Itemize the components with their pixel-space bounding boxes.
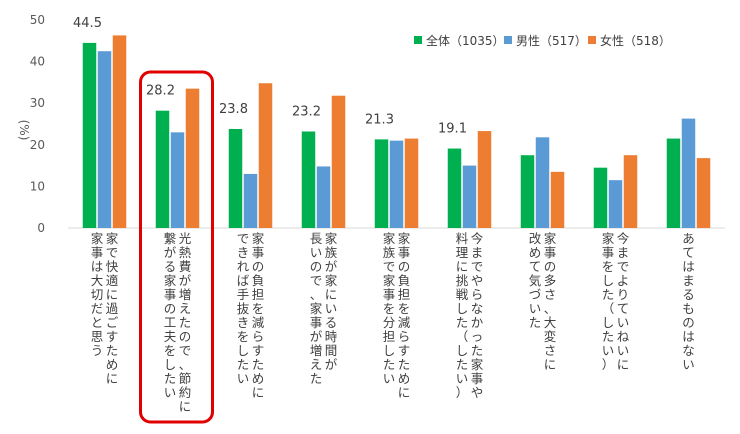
y-tick-label: 40 (30, 55, 45, 69)
y-tick-label: 30 (30, 96, 45, 110)
bar-total (593, 167, 608, 228)
bar-total (301, 131, 316, 228)
category-label: 家事の負担を減らすために (398, 231, 411, 400)
y-tick-label: 20 (30, 138, 45, 152)
plot-area (82, 35, 711, 229)
data-label: 19.1 (438, 122, 467, 137)
category-label: 改めて気づいた (529, 231, 542, 330)
data-label: 23.8 (219, 102, 248, 117)
category-label: 家で快適に過ごすために (106, 231, 119, 386)
category-label: 長いので、家事が増えた (310, 231, 323, 386)
category-label: 家族で家事を分担したい (383, 231, 396, 386)
bar-female (258, 83, 273, 229)
bar-male (316, 166, 331, 228)
y-axis-title: (%) (17, 120, 31, 141)
legend: 全体（1035） 男性（517） 女性（518） (414, 33, 671, 48)
legend-label: 男性（517） (516, 34, 587, 48)
data-label: 23.2 (292, 104, 321, 119)
data-label: 28.2 (146, 84, 175, 99)
bar-male (608, 180, 623, 228)
category-label: 家事は大切だと思う (91, 231, 104, 358)
bar-female (477, 131, 492, 228)
legend-label: 女性（518） (600, 33, 671, 48)
bar-total (447, 148, 462, 228)
highlight-box (139, 70, 214, 424)
bar-male (535, 137, 550, 228)
bar-male (389, 140, 404, 228)
y-tick-label: 10 (30, 179, 45, 193)
y-axis: 0 10 20 30 40 50 (30, 13, 45, 235)
bar-male (170, 132, 185, 228)
legend-swatch (504, 36, 512, 44)
bar-female (112, 35, 127, 228)
bar-female (550, 171, 565, 228)
category-label: 料理に挑戦した（したい） (456, 231, 469, 400)
bar-female (331, 95, 346, 228)
legend-swatch (414, 36, 422, 44)
bar-male (681, 118, 696, 228)
y-tick-label: 50 (30, 13, 45, 27)
category-label: 家事の多さ、大変さに (544, 231, 557, 372)
bar-female (404, 138, 419, 228)
bar-total (666, 138, 681, 228)
bar-female (623, 155, 638, 228)
bar-total (82, 42, 97, 228)
bar-male (462, 165, 477, 228)
category-label: 今までよりていねいに (617, 231, 630, 372)
bar-total (228, 128, 243, 228)
category-label: 家事をした（したい） (602, 231, 615, 372)
bar-total (520, 155, 535, 228)
category-label: あてはまるものはない (682, 231, 695, 372)
data-label: 44.5 (73, 16, 102, 31)
bar-total (155, 110, 170, 228)
bar-female (696, 158, 711, 228)
y-tick-label: 0 (37, 221, 45, 235)
bar-female (185, 88, 200, 228)
category-label: 繋がる家事の工夫をしたい (164, 231, 177, 400)
bar-male (243, 173, 258, 228)
category-label: 家族が家にいる時間が (325, 231, 338, 372)
category-label: できれば手抜きをしたい (237, 231, 250, 386)
legend-label: 全体（1035） (426, 33, 505, 48)
category-label: 光熱費が増えたので、節約に (179, 231, 192, 414)
category-label: 家事の負担を減らすために (252, 231, 265, 400)
category-label: 今までやらなかった家事や (471, 231, 484, 400)
bar-total (374, 139, 389, 228)
data-labels: 44.5 28.2 23.8 23.2 21.3 19.1 (73, 16, 467, 137)
legend-swatch (588, 36, 596, 44)
data-label: 21.3 (365, 112, 394, 127)
bar-male (97, 51, 112, 229)
